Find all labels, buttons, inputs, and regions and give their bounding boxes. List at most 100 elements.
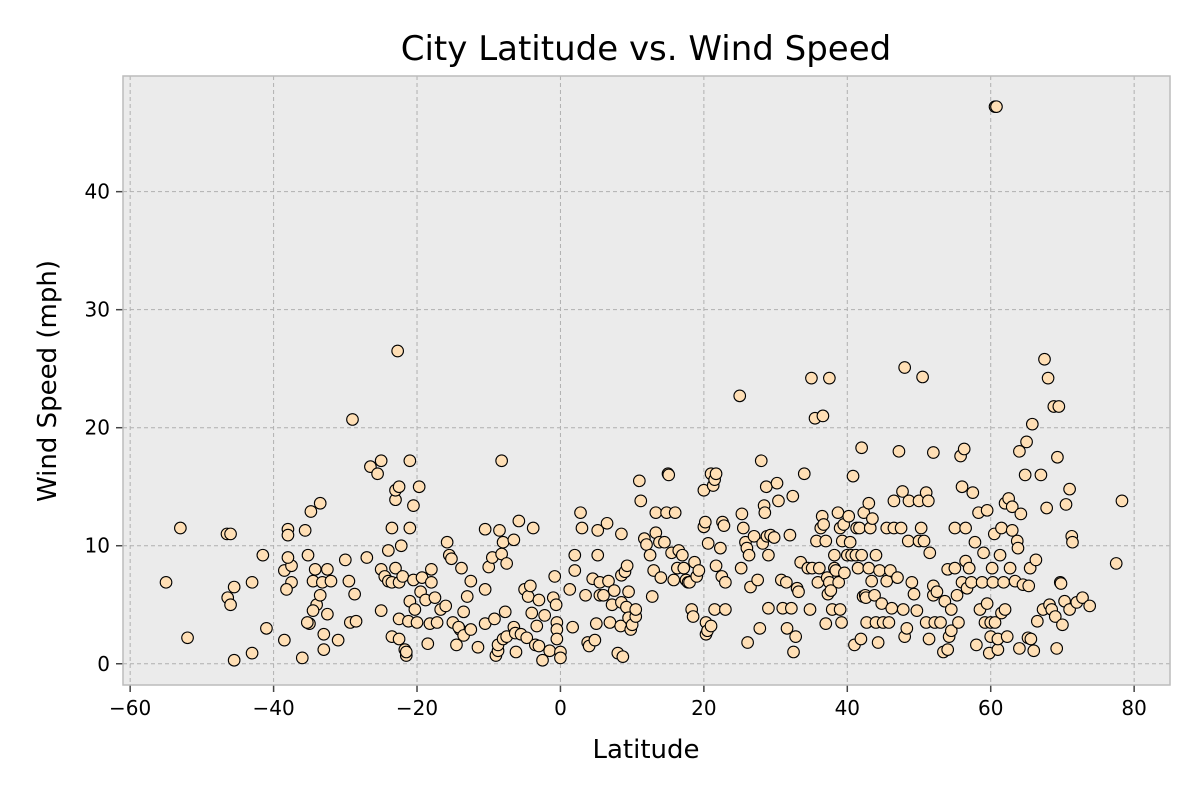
data-point	[668, 506, 682, 520]
data-point	[460, 590, 474, 603]
data-point	[896, 603, 910, 616]
data-point	[298, 524, 312, 537]
data-point	[313, 496, 327, 510]
data-point	[600, 516, 614, 530]
data-point	[597, 588, 610, 602]
data-point	[709, 467, 723, 481]
data-point	[568, 564, 582, 577]
data-point	[622, 585, 635, 599]
data-point	[349, 614, 363, 628]
data-point	[227, 580, 241, 594]
data-point	[970, 638, 983, 652]
data-point	[853, 521, 866, 535]
data-point	[896, 485, 909, 498]
data-point	[783, 528, 797, 542]
data-point	[751, 573, 765, 587]
data-point	[536, 653, 549, 667]
data-point	[304, 505, 318, 518]
data-point	[865, 574, 879, 588]
data-point	[957, 442, 971, 456]
data-point	[440, 535, 454, 549]
data-point	[887, 494, 901, 508]
data-point	[526, 521, 540, 535]
data-point	[538, 609, 552, 622]
data-point	[346, 413, 359, 426]
x-axis-label: Latitude	[592, 735, 699, 765]
data-point	[1038, 352, 1051, 366]
y-tick-label: 0	[97, 652, 110, 676]
data-point	[374, 454, 388, 468]
data-point	[797, 467, 811, 481]
data-point	[658, 535, 671, 549]
data-point	[966, 486, 980, 499]
data-point	[885, 601, 899, 615]
data-point	[905, 575, 919, 589]
data-point	[835, 616, 848, 629]
data-point	[959, 521, 972, 535]
data-point	[986, 575, 1000, 589]
data-point	[278, 633, 291, 647]
data-point	[640, 538, 653, 551]
data-point	[772, 494, 785, 508]
data-point	[615, 527, 628, 541]
x-tick-label: −60	[109, 696, 151, 720]
data-point	[833, 603, 847, 616]
data-point	[455, 561, 468, 575]
data-point	[450, 638, 463, 652]
data-point	[445, 552, 458, 566]
data-point	[1027, 644, 1041, 658]
data-point	[698, 515, 712, 529]
data-point	[525, 606, 539, 620]
data-point	[425, 562, 438, 576]
x-tick-label: 0	[554, 696, 567, 720]
data-point	[780, 621, 794, 635]
data-point	[855, 548, 868, 562]
x-tick-label: −40	[252, 696, 294, 720]
data-point	[950, 588, 964, 602]
data-point	[735, 507, 749, 521]
data-point	[607, 584, 621, 597]
data-point	[831, 506, 845, 520]
data-point	[1054, 577, 1068, 590]
data-point	[714, 541, 727, 555]
data-point	[495, 454, 508, 468]
data-point	[399, 645, 413, 659]
data-point	[926, 446, 940, 459]
plot-area	[123, 76, 1170, 685]
data-point	[331, 633, 345, 647]
data-point	[1115, 494, 1129, 508]
data-point	[374, 604, 388, 617]
data-point	[634, 494, 648, 508]
data-point	[1063, 482, 1076, 496]
plot-frame	[122, 75, 1171, 686]
data-point	[968, 535, 982, 549]
data-point	[997, 575, 1010, 589]
data-point	[741, 636, 754, 649]
data-point	[803, 603, 817, 616]
data-point	[224, 598, 237, 612]
data-point	[719, 575, 732, 589]
x-tick-label: −20	[396, 696, 438, 720]
data-point	[819, 617, 833, 630]
data-point	[787, 645, 800, 659]
data-point	[371, 467, 384, 481]
data-point	[736, 521, 750, 535]
data-point	[1056, 618, 1069, 632]
data-point	[554, 651, 567, 665]
data-point	[965, 575, 978, 589]
data-point	[880, 574, 894, 588]
data-point	[882, 616, 896, 629]
data-point	[747, 529, 761, 543]
data-point	[930, 585, 944, 599]
data-point	[256, 548, 270, 562]
data-point	[842, 509, 856, 523]
data-point	[591, 524, 605, 537]
data-point	[280, 583, 293, 596]
data-point	[342, 574, 356, 588]
data-point	[548, 570, 562, 583]
data-point	[496, 535, 510, 549]
data-point	[574, 506, 587, 520]
y-axis-label: Wind Speed (mph)	[33, 260, 63, 502]
data-point	[938, 594, 952, 608]
data-point	[995, 521, 1008, 535]
